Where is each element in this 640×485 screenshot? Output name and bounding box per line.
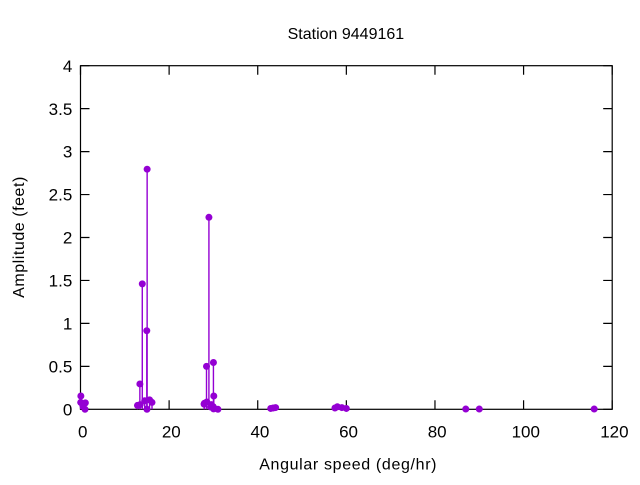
svg-text:3: 3 [63,143,72,162]
svg-text:3.5: 3.5 [49,100,73,119]
svg-text:1.5: 1.5 [49,272,73,291]
svg-text:4: 4 [63,57,72,76]
svg-text:1: 1 [63,315,72,334]
svg-text:0: 0 [63,400,72,419]
svg-text:2.5: 2.5 [49,186,73,205]
svg-text:0.5: 0.5 [49,357,73,376]
svg-text:0: 0 [78,423,87,442]
svg-text:Angular speed (deg/hr): Angular speed (deg/hr) [259,456,437,473]
svg-text:20: 20 [162,423,181,442]
svg-text:120: 120 [600,423,628,442]
svg-text:80: 80 [428,423,447,442]
svg-text:Amplitude (feet): Amplitude (feet) [11,176,28,298]
svg-text:40: 40 [250,423,269,442]
svg-text:Station 9449161: Station 9449161 [288,26,405,43]
svg-text:100: 100 [512,423,540,442]
svg-text:2: 2 [63,229,72,248]
svg-text:60: 60 [339,423,358,442]
